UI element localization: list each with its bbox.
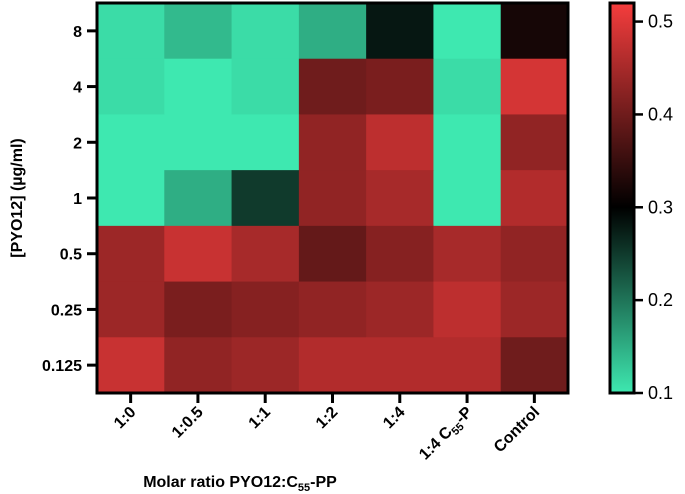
heatmap-cell <box>500 281 569 338</box>
heatmap-cell <box>164 170 233 227</box>
heatmap-cell <box>97 58 165 116</box>
y-axis-title: [PYO12] (µg/ml) <box>9 138 26 257</box>
heatmap-cell <box>164 225 233 283</box>
heatmap-cell <box>231 58 300 116</box>
heatmap-cell <box>164 281 233 338</box>
heatmap-cell <box>433 170 502 227</box>
heatmap-cell <box>97 3 165 60</box>
heatmap-cell <box>433 58 502 116</box>
heatmap-cell <box>433 3 502 60</box>
heatmap-cell <box>366 3 435 60</box>
heatmap-cell <box>298 3 367 60</box>
heatmap-cell <box>97 281 165 338</box>
y-tick-label: 1 <box>73 191 82 208</box>
heatmap-cell <box>231 337 300 394</box>
heatmap-cell <box>500 225 569 283</box>
y-tick-label: 4 <box>73 80 82 97</box>
heatmap-cell <box>298 337 367 394</box>
x-tick-label: 1:4 C55-P <box>416 404 478 466</box>
heatmap-cell <box>500 114 569 171</box>
colorbar <box>608 1 636 395</box>
heatmap-cell <box>298 114 367 171</box>
heatmap-cell <box>97 337 165 394</box>
heatmap-cell <box>433 114 502 171</box>
heatmap-cell <box>164 337 233 394</box>
heatmap-cell <box>231 3 300 60</box>
heatmap-cell <box>500 58 569 116</box>
y-axis-ticks: 8 4 2 1 0.5 0.25 0.125 <box>42 24 97 375</box>
heatmap-cell <box>366 170 435 227</box>
heatmap-cell <box>97 114 165 171</box>
heatmap-cell <box>97 225 165 283</box>
heatmap-cell <box>433 337 502 394</box>
heatmap-cell <box>366 225 435 283</box>
y-tick-label: 2 <box>73 135 82 152</box>
y-tick-label: 8 <box>73 24 82 41</box>
heatmap-cell <box>97 170 165 227</box>
heatmap-cell <box>298 58 367 116</box>
heatmap-cell <box>231 225 300 283</box>
x-tick-label: 1:4 <box>380 404 408 432</box>
heatmap-cell <box>433 225 502 283</box>
heatmap-cell <box>366 337 435 394</box>
x-tick-label: 1:0.5 <box>169 404 207 442</box>
heatmap-cell <box>231 170 300 227</box>
x-axis-ticks: 1:0 1:0.5 1:1 1:2 1:4 1:4 C55-P Control <box>111 393 543 466</box>
colorbar-tick-label: 0.2 <box>648 290 673 310</box>
x-tick-label: 1:1 <box>246 404 274 432</box>
x-tick-label: 1:0 <box>111 404 139 432</box>
heatmap-cell <box>500 3 569 60</box>
heatmap-cell <box>298 281 367 338</box>
y-tick-label: 0.25 <box>51 302 82 319</box>
x-tick-label: Control <box>491 404 543 456</box>
heatmap-cell <box>164 58 233 116</box>
heatmap-cell <box>298 225 367 283</box>
heatmap-cell <box>298 170 367 227</box>
heatmap-cell <box>433 281 502 338</box>
x-axis-title: Molar ratio PYO12:C55-PP <box>143 474 337 494</box>
y-tick-label: 0.5 <box>60 247 82 264</box>
heatmap-cell <box>366 281 435 338</box>
colorbar-ticks: 0.1 0.2 0.3 0.4 0.5 <box>634 12 673 403</box>
colorbar-tick-label: 0.4 <box>648 104 673 124</box>
colorbar-tick-label: 0.3 <box>648 197 673 217</box>
heatmap-cell <box>500 170 569 227</box>
heatmap-cell <box>366 58 435 116</box>
heatmap-cell <box>164 114 233 171</box>
heatmap-cells <box>97 3 569 394</box>
x-tick-label: 1:2 <box>313 404 341 432</box>
heatmap-cell <box>231 114 300 171</box>
y-tick-label: 0.125 <box>42 358 82 375</box>
colorbar-tick-label: 0.1 <box>648 383 673 403</box>
heatmap-cell <box>164 3 233 60</box>
heatmap-cell <box>500 337 569 394</box>
heatmap-cell <box>366 114 435 171</box>
heatmap-cell <box>231 281 300 338</box>
colorbar-tick-label: 0.5 <box>648 12 673 32</box>
